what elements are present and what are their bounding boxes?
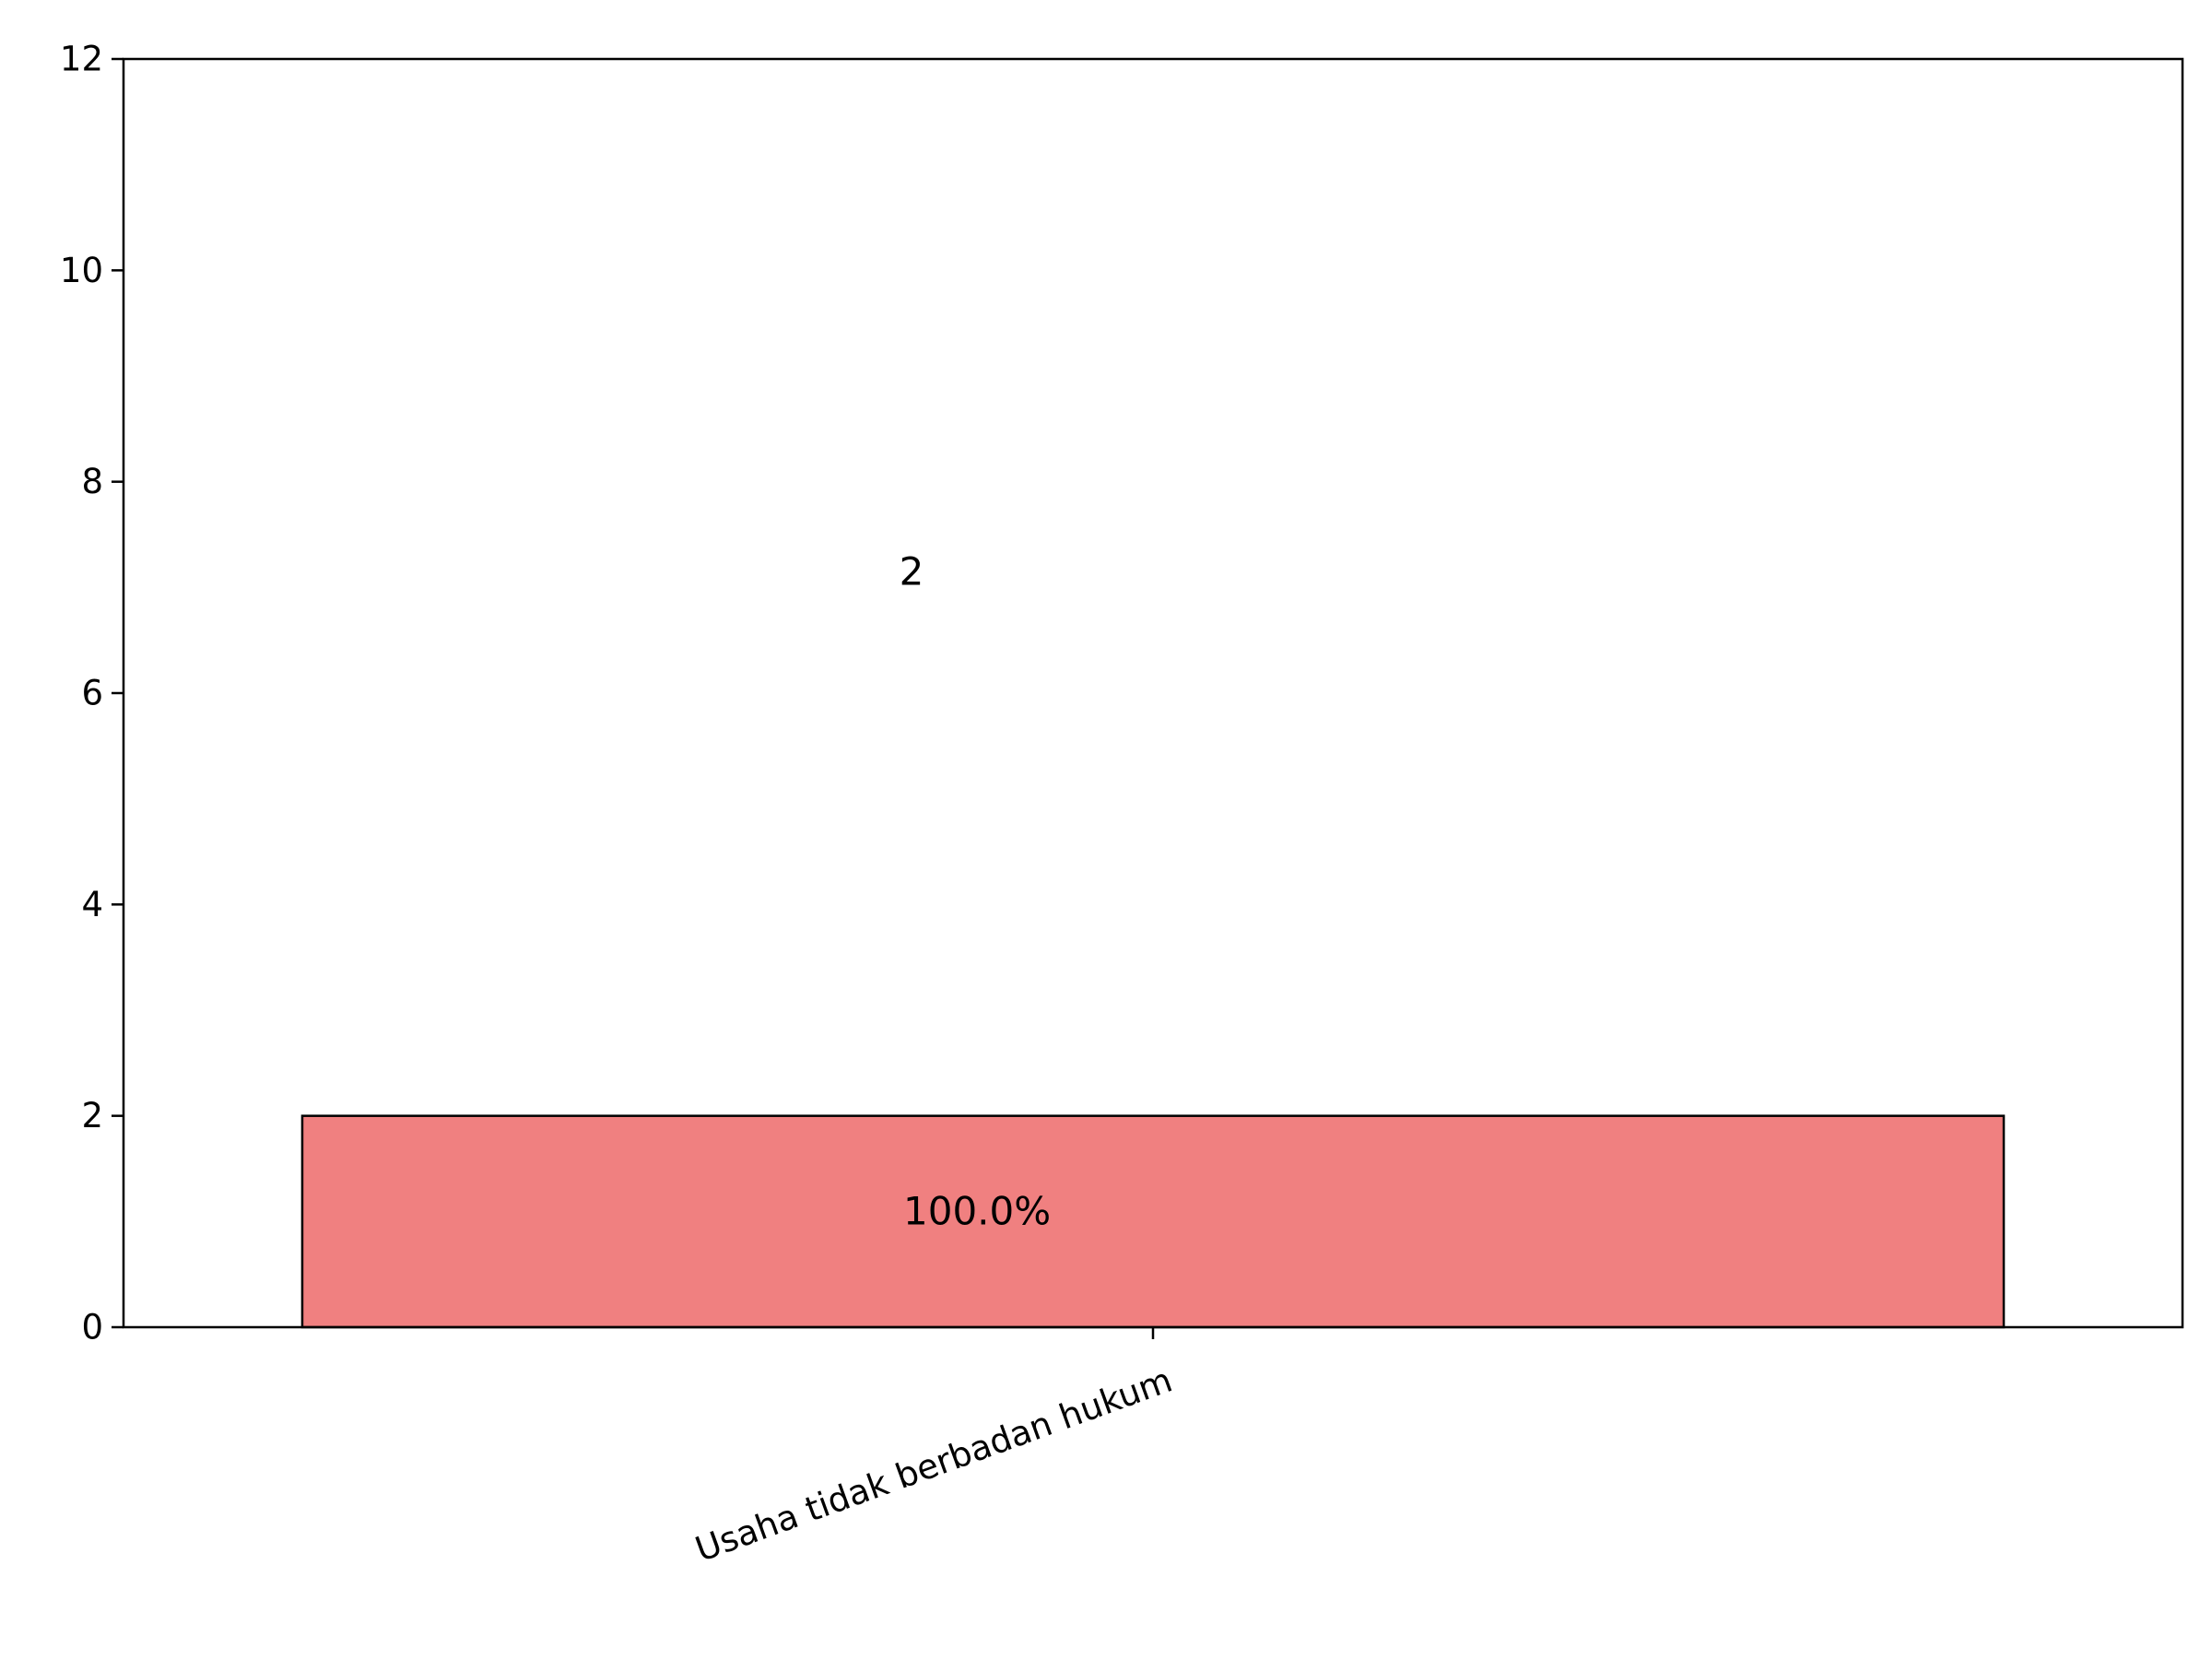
bar (300, 1114, 2006, 1329)
data-labels: 2 100.0% (900, 549, 1052, 1234)
value-label: 2 (900, 549, 924, 594)
y-tick-label: 2 (81, 1096, 103, 1135)
y-tick-label: 0 (81, 1308, 103, 1347)
y-tick-label: 12 (60, 40, 103, 79)
percent-label: 100.0% (903, 1188, 1051, 1233)
bar-series (300, 1114, 2006, 1329)
y-tick-label: 8 (81, 462, 103, 501)
x-tick-label: Usaha tidak berbadan hukum (690, 1360, 1177, 1570)
y-tick-label: 4 (81, 885, 103, 924)
plot-frame (122, 57, 2184, 1329)
y-axis: 0 2 4 6 8 10 12 (60, 40, 124, 1347)
x-axis: Usaha tidak berbadan hukum (690, 1327, 1177, 1570)
y-tick-label: 10 (60, 251, 103, 290)
y-tick-label: 6 (81, 674, 103, 713)
